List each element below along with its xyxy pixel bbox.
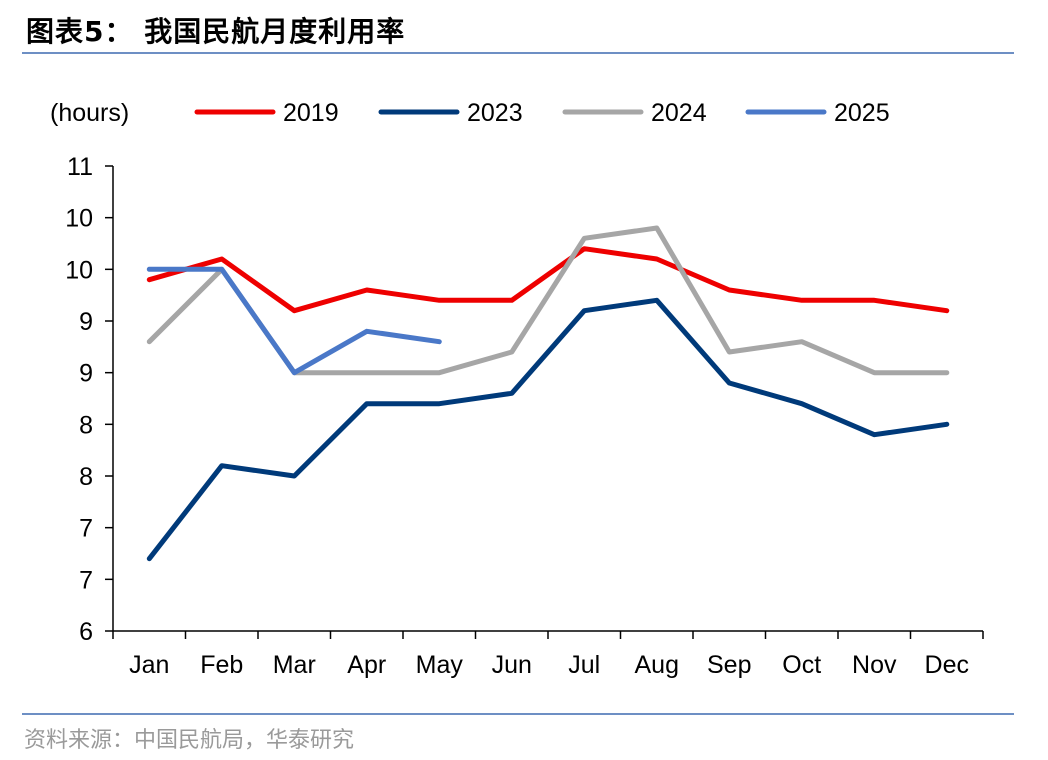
x-tick-label: Oct — [782, 651, 821, 679]
legend: 2019 2023 2024 2025 — [194, 99, 890, 127]
y-axis-unit-label: (hours) — [50, 99, 129, 127]
y-tick-label: 10 — [65, 256, 93, 284]
x-tick-label: Feb — [200, 651, 243, 679]
source-note: 资料来源：中国民航局，华泰研究 — [24, 728, 355, 753]
legend-label-2023: 2023 — [467, 99, 523, 127]
x-tick-label: Mar — [273, 651, 316, 679]
y-tick-label: 6 — [79, 618, 93, 646]
x-axis-ticks: Jan Feb Mar Apr May Jun Jul Aug Sep Oct Nov Dec — [112, 631, 984, 679]
legend-label-2025: 2025 — [834, 99, 890, 127]
x-tick-label: May — [416, 651, 464, 679]
series-line-2025 — [146, 266, 442, 376]
y-axis-ticks: 6 7 7 8 8 9 9 10 10 11 — [65, 153, 113, 646]
x-tick-label: Jan — [129, 651, 169, 679]
bottom-divider — [22, 713, 1014, 715]
y-tick-label: 11 — [67, 153, 93, 181]
x-tick-label: Apr — [347, 651, 386, 679]
x-tick-label: Jun — [492, 651, 532, 679]
chart-title: 图表5： 我国民航月度利用率 — [26, 15, 406, 48]
y-tick-label: 9 — [79, 308, 93, 336]
y-tick-label: 9 — [79, 360, 93, 388]
line-chart: 6 7 7 8 8 9 9 10 10 11 Jan Feb Mar Apr May Jun Jul Aug Se… — [50, 99, 984, 679]
series-line-2023 — [146, 297, 950, 562]
top-divider — [22, 52, 1014, 54]
y-tick-label: 10 — [65, 205, 93, 233]
series-lines — [146, 225, 950, 562]
y-tick-label: 8 — [79, 463, 93, 491]
x-tick-label: Dec — [925, 651, 969, 679]
x-tick-label: Nov — [852, 651, 897, 679]
series-line-2019 — [146, 246, 950, 314]
x-tick-label: Aug — [635, 651, 679, 679]
legend-label-2019: 2019 — [283, 99, 339, 127]
y-tick-label: 7 — [79, 566, 93, 594]
y-tick-label: 7 — [79, 515, 93, 543]
chart-axes — [112, 166, 983, 632]
x-tick-label: Jul — [568, 651, 600, 679]
x-tick-label: Sep — [707, 651, 751, 679]
y-tick-label: 8 — [79, 411, 93, 439]
legend-label-2024: 2024 — [651, 99, 707, 127]
